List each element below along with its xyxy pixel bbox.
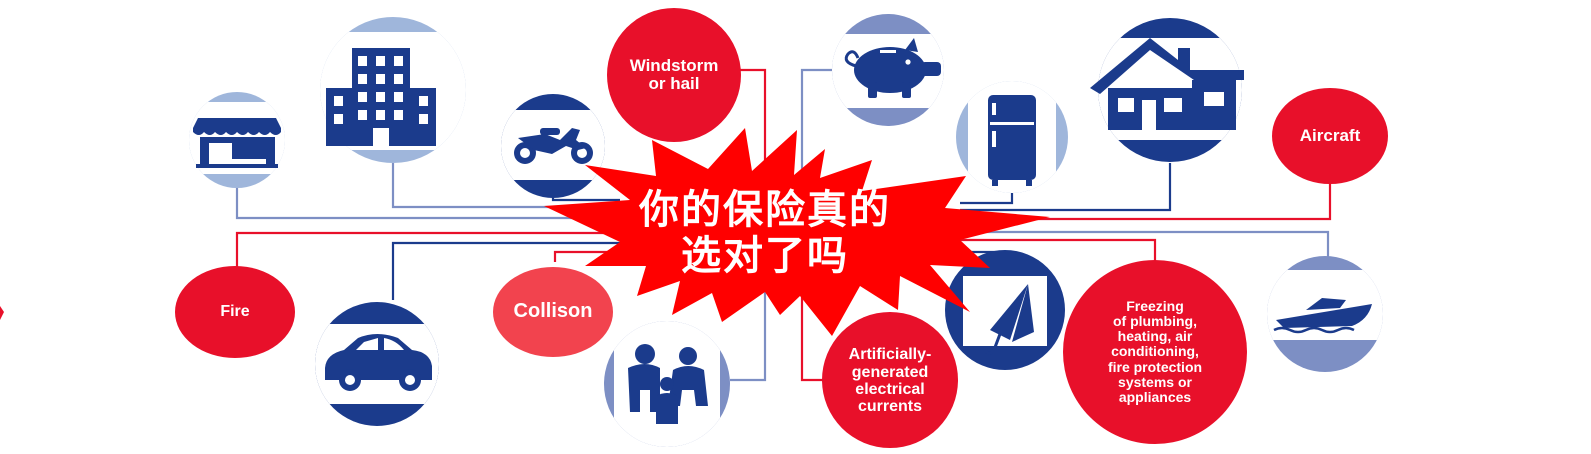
freezing-label-line4: conditioning, <box>1111 343 1199 360</box>
office-building-node <box>320 17 466 163</box>
center-title: 你的保险真的 选对了吗 <box>560 178 970 288</box>
windstorm-label-line1: Windstorm <box>629 55 719 75</box>
freezing-label-line7: appliances <box>1118 388 1192 405</box>
motorcycle-node <box>501 94 605 198</box>
refrigerator-icon <box>988 95 1036 186</box>
office-building-icon <box>326 48 436 146</box>
center-title-line2: 选对了吗 <box>681 232 849 279</box>
freezing-label-line3: heating, air <box>1117 328 1193 345</box>
windstorm-circle <box>607 8 741 142</box>
freezing-label-line6: systems or <box>1118 373 1192 390</box>
electrical-label: Artificially- generated electrical curre… <box>826 336 954 426</box>
broken-umbrella-icon <box>982 284 1034 355</box>
collison-circle <box>493 267 613 357</box>
storefront-icon <box>193 118 281 168</box>
fire-label-text: Fire <box>220 303 250 321</box>
motorcycle-icon <box>514 128 593 164</box>
freezing-label-line2: of plumbing, <box>1113 313 1197 330</box>
aircraft-circle <box>1272 88 1388 184</box>
electrical-label-line4: currents <box>857 398 923 416</box>
center-starburst <box>544 128 1050 336</box>
collison-label: Collison <box>493 292 613 332</box>
family-icon <box>628 344 708 424</box>
freezing-circle <box>1063 260 1247 444</box>
freezing-label-line1: Freezing <box>1126 298 1184 315</box>
house-icon <box>1090 38 1244 130</box>
freezing-label: Freezing of plumbing, heating, air condi… <box>1080 286 1230 418</box>
piggy-bank-icon <box>844 38 941 98</box>
electrical-label-line3: electrical <box>855 381 925 398</box>
car-node <box>315 302 439 426</box>
house-node <box>1090 18 1244 162</box>
broken-umbrella-node <box>945 250 1065 370</box>
aircraft-label: Aircraft <box>1272 116 1388 156</box>
piggy-bank-node <box>832 14 944 126</box>
storefront-node <box>189 92 285 188</box>
refrigerator-node <box>956 81 1068 193</box>
fire-label: Fire <box>175 292 295 332</box>
center-title-line1: 你的保险真的 <box>639 186 891 233</box>
electrical-label-line2: generated <box>851 363 929 381</box>
car-icon <box>325 334 432 391</box>
freezing-label-line5: fire protection <box>1107 358 1203 375</box>
windstorm-label-line2: or hail <box>648 74 700 93</box>
speedboat-icon <box>1273 298 1372 334</box>
electrical-circle <box>822 312 958 448</box>
family-node <box>604 321 730 447</box>
windstorm-label: Windstorm or hail <box>608 36 740 114</box>
electrical-label-line1: Artificially- <box>848 346 932 364</box>
fire-circle <box>175 266 295 358</box>
left-edge-mark <box>0 306 4 320</box>
collison-label-text: Collison <box>513 300 593 323</box>
aircraft-label-text: Aircraft <box>1299 125 1361 145</box>
speedboat-node <box>1267 256 1383 372</box>
